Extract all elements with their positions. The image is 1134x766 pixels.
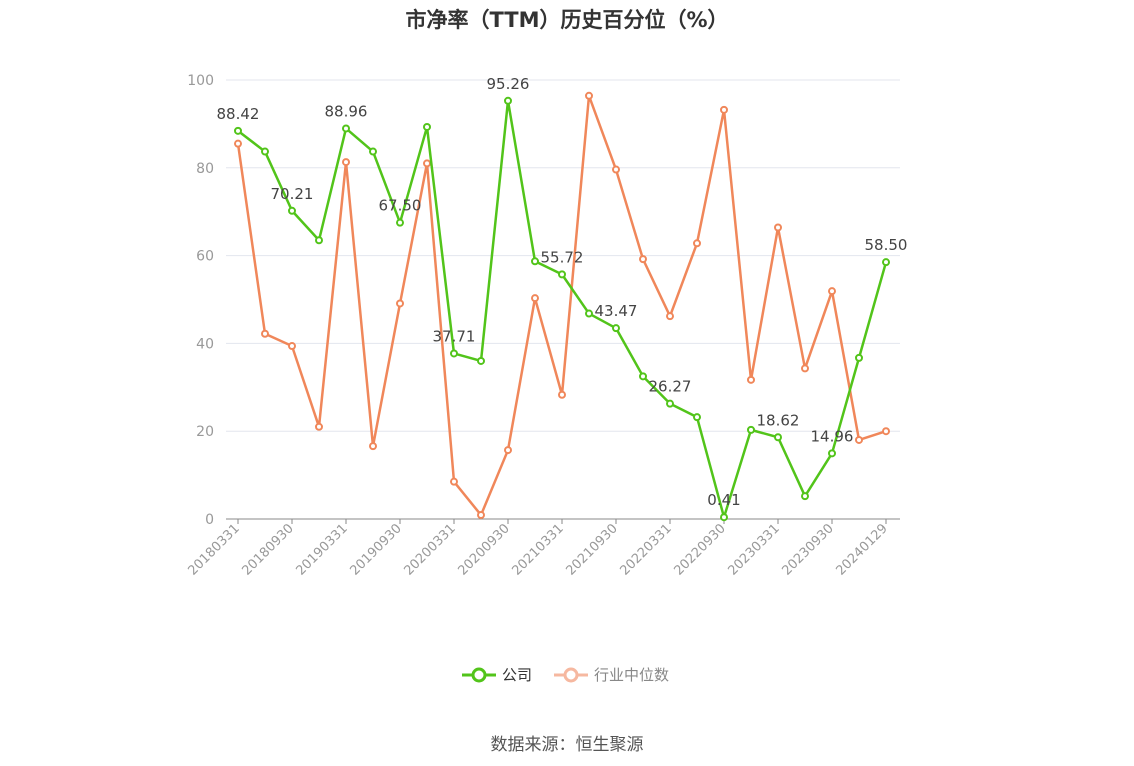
industry-point (774, 223, 782, 232)
x-tick-label: 20200331 (401, 521, 458, 578)
company-point (774, 433, 782, 442)
company-point (342, 124, 350, 133)
line-chart: 0 20 40 60 80 100 2018033120180930201903312019… (185, 73, 908, 579)
x-tick-label: 20190930 (347, 521, 404, 578)
data-label: 88.42 (217, 105, 260, 123)
industry-point (720, 105, 728, 114)
company-point (423, 122, 431, 131)
x-tick-label: 20180930 (239, 521, 296, 578)
legend-item-company[interactable]: 公司 (462, 664, 532, 685)
x-tick-label: 20240129 (833, 521, 890, 578)
industry-point (666, 312, 674, 321)
data-label: 55.72 (541, 248, 584, 266)
industry-point (369, 442, 377, 451)
industry-point (288, 342, 296, 351)
company-point (315, 236, 323, 245)
company-point (531, 257, 539, 266)
company-point (585, 309, 593, 318)
y-tick-label: 40 (196, 336, 214, 352)
company-point (801, 492, 809, 501)
industry-point (531, 294, 539, 303)
y-tick-label: 0 (205, 512, 214, 528)
industry-point (693, 239, 701, 248)
industry-point (747, 375, 755, 384)
legend-industry-label: 行业中位数 (594, 666, 670, 684)
company-point (558, 270, 566, 279)
industry-point (423, 159, 431, 168)
data-label: 67.50 (379, 197, 422, 215)
industry-series-line (236, 94, 887, 517)
y-tick-label: 20 (196, 424, 214, 440)
company-point (666, 399, 674, 408)
legend-industry-marker-icon (554, 667, 589, 682)
y-tick-label: 100 (187, 73, 214, 89)
data-label: 43.47 (595, 302, 638, 320)
industry-point (855, 435, 863, 444)
legend-company-label: 公司 (502, 666, 533, 684)
y-tick-label: 60 (196, 249, 214, 265)
company-point (477, 356, 485, 365)
company-point (720, 513, 728, 522)
data-label: 14.96 (811, 427, 854, 445)
industry-point (504, 446, 512, 455)
data-source: 数据来源：恒生聚源 (490, 735, 644, 755)
industry-point (585, 91, 593, 100)
company-point (612, 324, 620, 333)
company-point (396, 218, 404, 227)
company-series-line (237, 99, 888, 519)
x-tick-label: 20230930 (779, 521, 836, 578)
x-tick-label: 20180331 (185, 521, 242, 578)
industry-point (801, 364, 809, 373)
industry-point (234, 139, 242, 148)
x-tick-label: 20200930 (455, 521, 512, 578)
data-label: 26.27 (649, 378, 692, 396)
data-label: 37.71 (433, 327, 476, 345)
data-label: 70.21 (271, 185, 314, 203)
x-tick-label: 20210930 (563, 521, 620, 578)
industry-point (450, 477, 458, 486)
company-point (747, 425, 755, 434)
industry-point (558, 390, 566, 399)
industry-point (261, 329, 269, 338)
company-point (828, 449, 836, 458)
data-label: 0.41 (707, 491, 740, 509)
x-tick-label: 20220331 (617, 521, 674, 578)
company-point (882, 258, 890, 267)
industry-point (882, 427, 890, 436)
company-point (855, 353, 863, 362)
industry-point (315, 422, 323, 431)
chart-title: 市净率（TTM）历史百分位（%） (405, 8, 729, 32)
data-label: 95.26 (487, 75, 530, 93)
company-point (261, 147, 269, 156)
industry-point (396, 299, 404, 308)
company-point (693, 413, 701, 422)
legend-item-industry[interactable]: 行业中位数 (554, 664, 669, 685)
data-label: 18.62 (757, 411, 800, 429)
industry-point (612, 165, 620, 174)
x-tick-label: 20230331 (725, 521, 782, 578)
company-point (288, 206, 296, 215)
industry-point (342, 158, 350, 167)
industry-point (828, 287, 836, 296)
company-point (504, 96, 512, 105)
data-label: 58.50 (865, 236, 908, 254)
legend-company-marker-icon (462, 667, 496, 682)
y-tick-label: 80 (196, 161, 214, 177)
company-point (234, 126, 242, 135)
x-tick-label: 20220930 (671, 521, 728, 578)
company-point (639, 372, 647, 381)
company-point (369, 147, 377, 156)
chart-legend: 公司 行业中位数 (462, 664, 669, 685)
industry-point (477, 511, 485, 520)
company-point (450, 349, 458, 358)
x-tick-label: 20210331 (509, 521, 566, 578)
industry-point (639, 255, 647, 264)
data-label: 88.96 (325, 102, 368, 120)
x-tick-label: 20190331 (293, 521, 350, 578)
